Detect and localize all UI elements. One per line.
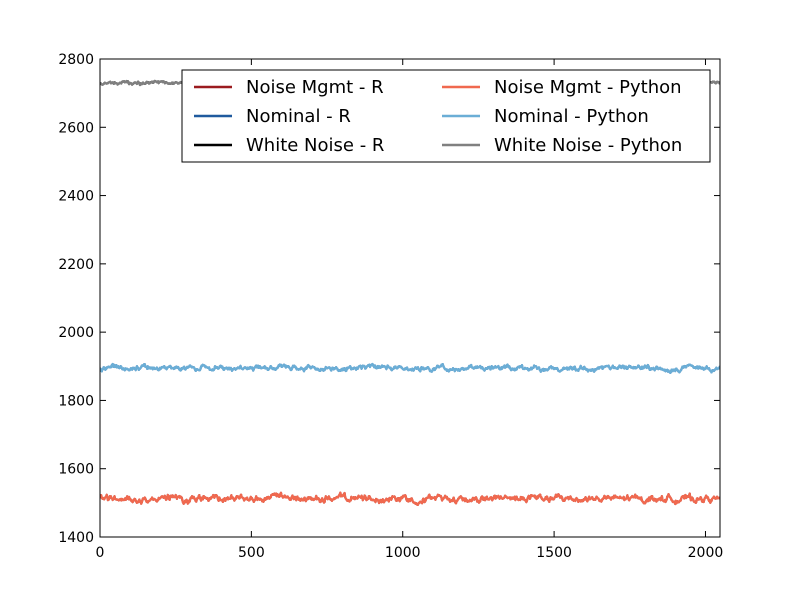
legend-label: Nominal - R (246, 106, 351, 127)
legend-label: Noise Mgmt - R (246, 77, 384, 98)
y-tick-label: 2200 (58, 257, 94, 273)
y-tick-label: 1800 (58, 393, 94, 409)
legend-label: Nominal - Python (494, 106, 649, 127)
legend-label: White Noise - R (246, 135, 384, 156)
y-tick-label: 2800 (58, 52, 94, 68)
x-tick-label: 2000 (688, 545, 724, 561)
x-tick-label: 1500 (536, 545, 572, 561)
x-tick-label: 1000 (385, 545, 421, 561)
x-tick-label: 500 (238, 545, 265, 561)
plot-frame (99, 58, 721, 538)
x-tick-label: 0 (96, 545, 105, 561)
legend-label: Noise Mgmt - Python (494, 77, 682, 98)
y-tick-label: 2400 (58, 189, 94, 205)
legend-label: White Noise - Python (494, 135, 682, 156)
y-tick-label: 1600 (58, 462, 94, 478)
series-line-noise-mgmt-python (100, 491, 720, 506)
tick-layer: 0 500 1000 1500 2000 1400 1600 1800 2000 2200 2400… (58, 52, 723, 561)
legend: Noise Mgmt - R Nominal - R White Noise - R… (181, 69, 711, 163)
y-tick-label: 1400 (58, 530, 94, 546)
y-tick-label: 2000 (58, 325, 94, 341)
series-line-nominal-python (100, 362, 720, 374)
y-tick-label: 2600 (58, 120, 94, 136)
